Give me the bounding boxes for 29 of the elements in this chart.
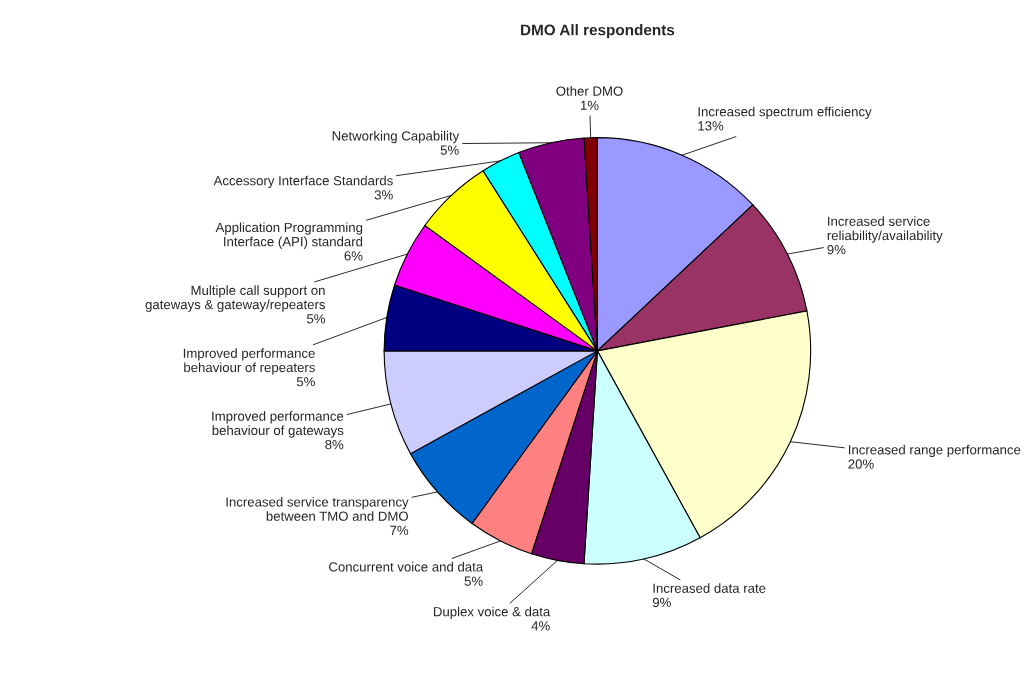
data-label: 20%	[848, 459, 874, 469]
data-label: 5%	[296, 377, 315, 387]
slice-label: Improved performance behaviour of gateways	[212, 411, 344, 438]
data-label: 8%	[325, 439, 344, 450]
data-label: 4%	[531, 621, 550, 631]
slice-label: Application Programming Interface (API) standard	[215, 222, 363, 249]
data-label: 5%	[440, 145, 459, 155]
data-label: 5%	[464, 576, 483, 586]
slice-label: Increased service reliability/availability	[827, 216, 943, 243]
data-label: 1%	[580, 100, 599, 110]
slice-label: Multiple call support on gateways & gateway/repeaters	[145, 285, 326, 312]
data-label: 13%	[698, 121, 724, 131]
data-label: 7%	[390, 525, 409, 536]
slice-label: Concurrent voice and data	[329, 561, 484, 572]
slice-label: Other DMO	[556, 86, 623, 96]
slice-label: Increased data rate	[653, 583, 766, 593]
slice-label: Increased range performance	[848, 444, 1021, 458]
slice-label: Duplex voice & data	[433, 606, 551, 619]
slice-label: Increased spectrum efficiency	[698, 106, 872, 119]
data-label: 5%	[306, 314, 326, 324]
slice-label: Networking Capability	[332, 130, 460, 144]
data-label: 9%	[652, 597, 671, 608]
data-label: 3%	[374, 190, 393, 200]
data-label: 6%	[344, 251, 363, 261]
chart-title: DMO All respondents	[521, 24, 675, 39]
slice-label: Accessory Interface Standards	[213, 175, 393, 188]
slice-label: Increased service transparency between TMO and DMO	[226, 496, 409, 521]
slice-label: Improved performance behaviour of repeaters	[183, 348, 315, 375]
data-label: 9%	[827, 245, 846, 255]
